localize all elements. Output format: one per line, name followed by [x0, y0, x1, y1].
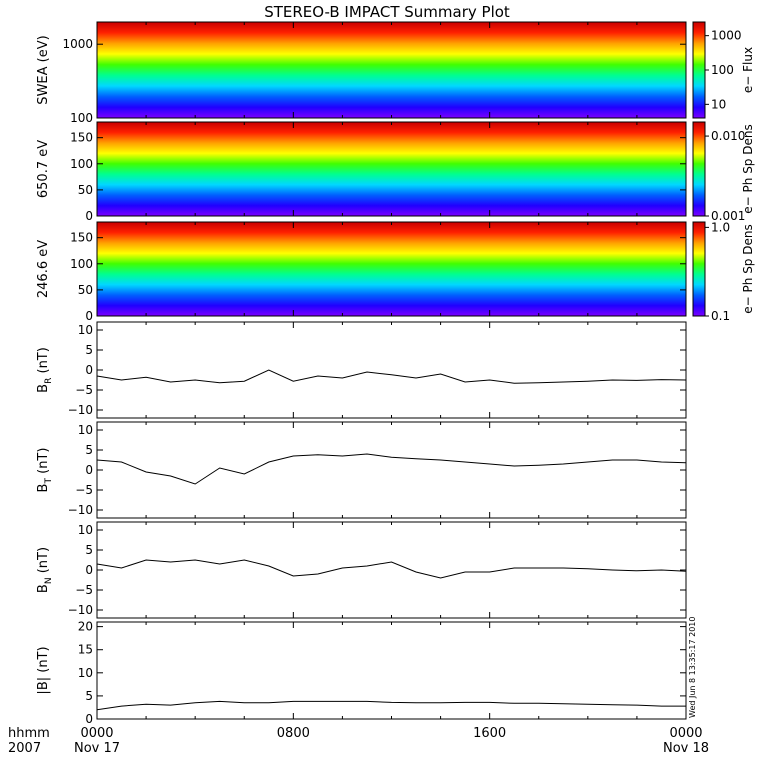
y-tick-label: 0	[85, 209, 93, 223]
y-label-unit: (nT)	[36, 448, 51, 478]
y-label-main: 650.7 eV	[36, 140, 51, 198]
y-tick-label: 0	[85, 363, 93, 377]
y-axis-label-3: 246.6 eV	[36, 240, 51, 298]
y-tick-label: −5	[75, 383, 93, 397]
y-axis-label-2: 650.7 eV	[36, 140, 51, 198]
y-tick-label: 150	[70, 231, 93, 245]
y-label-subscript: R	[44, 378, 54, 384]
y-tick-label: 1000	[62, 37, 93, 51]
y-tick-label: 5	[85, 443, 93, 457]
colorbar-label-1: e− Flux	[741, 47, 755, 93]
y-tick-label: 10	[78, 323, 93, 337]
colorbar-tick-label: 1.0	[711, 220, 730, 234]
creation-stamp: Wed Jun 8 13:35:17 2010	[688, 617, 697, 719]
time-tick-date: Nov 18	[663, 741, 709, 756]
y-label-main: B	[36, 384, 51, 393]
time-label-hhmm: hhmm	[8, 726, 50, 741]
y-tick-label: 5	[85, 689, 93, 703]
spectrogram-2	[97, 122, 686, 216]
time-tick-label: 1600	[473, 726, 506, 741]
y-tick-label: −5	[75, 583, 93, 597]
y-label-subscript: N	[44, 577, 54, 584]
y-axis-label-1: SWEA (eV)	[36, 35, 51, 104]
y-tick-label: −10	[68, 403, 93, 417]
spectrogram-3	[97, 222, 686, 316]
colorbar-tick-label: 0.010	[711, 129, 745, 143]
time-tick-label: 0800	[277, 726, 310, 741]
y-axis-label-4: BR (nT)	[36, 347, 54, 393]
y-tick-label: 150	[70, 131, 93, 145]
panel-7: 0 5 10 15 20 |B| (nT)	[36, 620, 687, 726]
colorbar-tick-label: 100	[711, 63, 734, 77]
series-line-7	[96, 700, 686, 711]
y-label-main: 246.6 eV	[36, 240, 51, 298]
time-tick-date: Nov 17	[74, 741, 120, 756]
y-tick-label: 50	[78, 183, 93, 197]
y-tick-label: 0	[85, 563, 93, 577]
colorbar-2	[692, 121, 706, 217]
spectrogram-1	[97, 22, 686, 118]
y-tick-label: 5	[85, 343, 93, 357]
y-tick-label: 0	[85, 463, 93, 477]
time-tick-label: 0000	[669, 726, 702, 741]
y-label-main: SWEA (eV)	[36, 35, 51, 104]
colorbar-tick-label: 0.1	[711, 309, 730, 323]
y-label-main: |B| (nT)	[36, 646, 51, 694]
colorbar-3	[692, 221, 706, 317]
colorbar-tick-label: 10	[711, 97, 726, 111]
y-tick-label: −10	[68, 503, 93, 517]
series-line-5	[96, 453, 687, 485]
y-label-main: B	[36, 484, 51, 493]
y-label-unit: (nT)	[36, 547, 51, 577]
panel-5: −10 −5 0 5 10 BT (nT)	[36, 421, 687, 519]
colorbar-tick-label: 0.001	[711, 209, 745, 223]
series-line-6	[96, 559, 687, 579]
y-tick-label: 0	[85, 712, 93, 726]
y-axis-label-5: BT (nT)	[36, 448, 54, 493]
y-tick-label: 15	[78, 643, 93, 657]
y-axis-label-6: BN (nT)	[36, 547, 54, 593]
y-tick-label: 100	[70, 157, 93, 171]
y-tick-label: 5	[85, 543, 93, 557]
panel-4: −10 −5 0 5 10 BR (nT)	[36, 321, 687, 419]
y-tick-label: 50	[78, 283, 93, 297]
panel-6: −10 −5 0 5 10 BN (nT)	[36, 521, 687, 619]
y-label-main: B	[36, 584, 51, 593]
plot-title: STEREO-B IMPACT Summary Plot	[264, 3, 510, 21]
y-axis-label-7: |B| (nT)	[36, 646, 51, 694]
plot-area-6	[97, 522, 686, 618]
y-tick-label: 10	[78, 523, 93, 537]
y-tick-label: 100	[70, 257, 93, 271]
colorbar-1	[692, 21, 706, 119]
time-label-year: 2007	[8, 741, 41, 756]
panel-1: 10 100 1000 e− Flux 100 1000 SWEA (eV)	[36, 21, 755, 125]
y-label-subscript: T	[44, 478, 54, 485]
series-line-4	[96, 369, 687, 384]
colorbar-label-2: e− Ph Sp Dens	[741, 124, 755, 213]
colorbar-tick-label: 1000	[711, 29, 742, 43]
y-label-unit: (nT)	[36, 347, 51, 377]
y-tick-label: −5	[75, 483, 93, 497]
y-tick-label: 10	[78, 666, 93, 680]
y-tick-label: −10	[68, 603, 93, 617]
y-tick-label: 20	[78, 620, 93, 634]
time-tick-label: 0000	[80, 726, 113, 741]
panel-3: 0.1 1.0 e− Ph Sp Dens 0 50 100 150 246.6 eV	[36, 220, 755, 323]
plot-area-4	[97, 322, 686, 418]
plot-area-5	[97, 422, 686, 518]
colorbar-label-3: e− Ph Sp Dens	[741, 224, 755, 313]
y-tick-label: 10	[78, 423, 93, 437]
y-tick-label: 100	[70, 111, 93, 125]
y-tick-label: 0	[85, 309, 93, 323]
